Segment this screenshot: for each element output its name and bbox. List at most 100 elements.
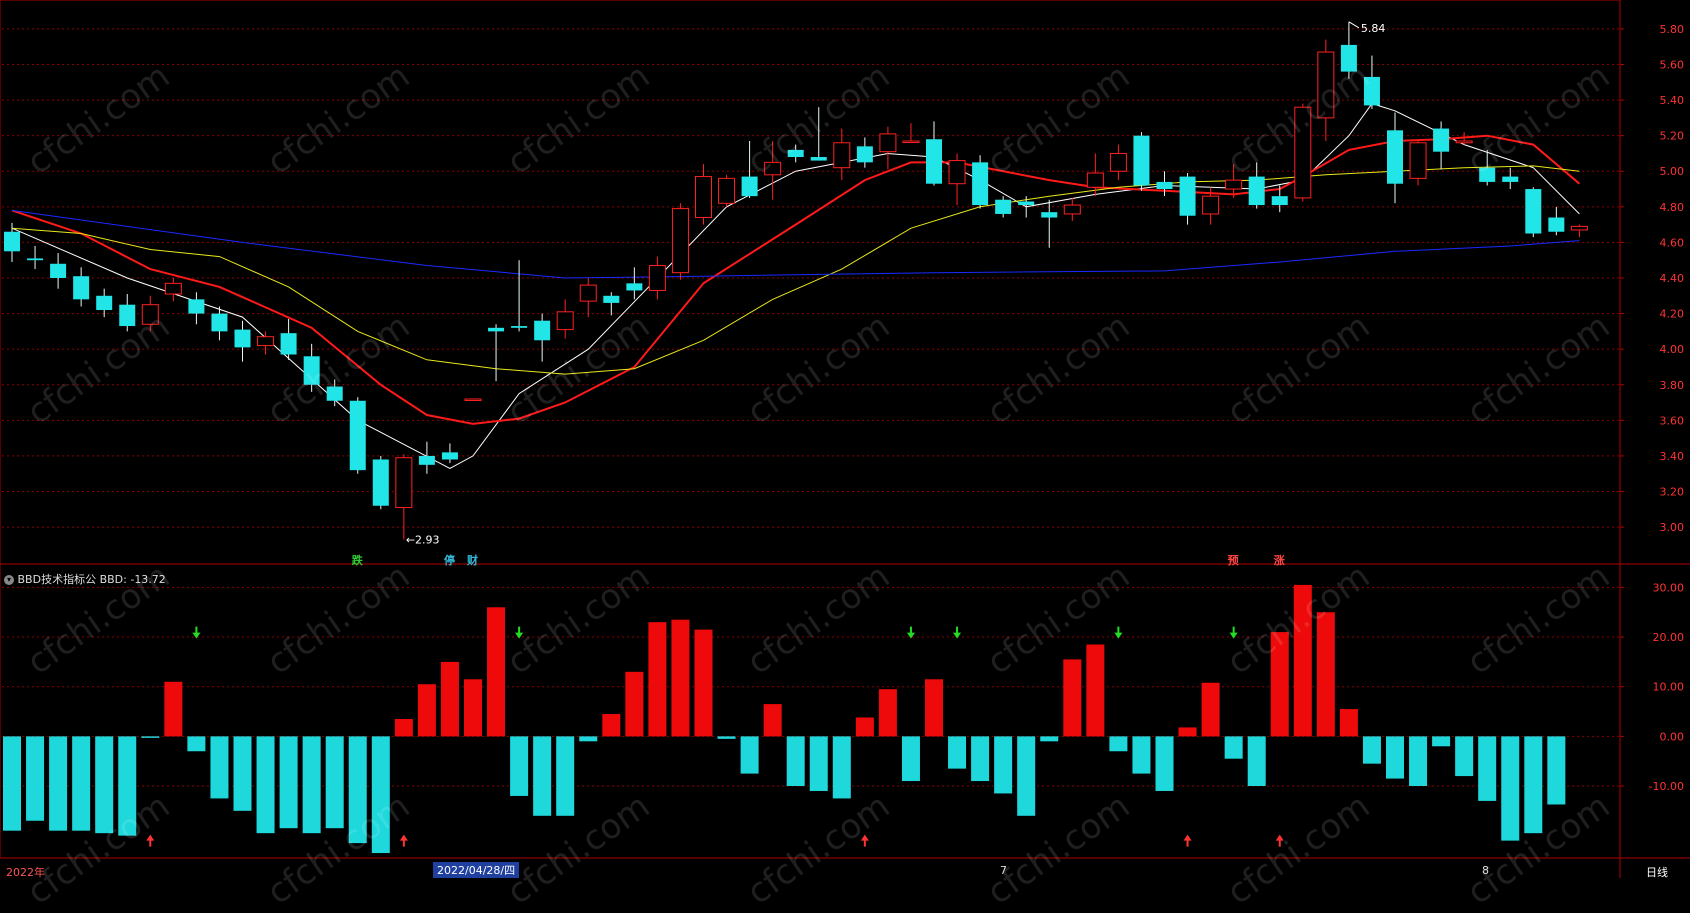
- candle-body-up: [695, 176, 712, 219]
- candle-body-up: [1202, 195, 1220, 215]
- candle-body-down: [441, 452, 458, 460]
- indicator-bar: [371, 736, 390, 854]
- indicator-bar: [1362, 736, 1381, 764]
- indicator-bar: [925, 679, 943, 737]
- up-arrow: [1183, 834, 1192, 847]
- indicator-bar: [1178, 727, 1197, 737]
- indicator-bar: [49, 736, 68, 831]
- candle-body-down: [810, 157, 827, 161]
- price-tick-label: 5.00: [1660, 165, 1685, 178]
- indicator-bar: [1524, 736, 1543, 834]
- indicator-bar: [671, 619, 690, 737]
- indicator-bar: [1409, 736, 1428, 787]
- candle-body-up: [1086, 172, 1104, 188]
- candle-body-down: [741, 176, 758, 197]
- indicator-title: ▾ BBD技术指标公 BBD: -13.72: [4, 571, 166, 587]
- indicator-bar: [464, 679, 482, 737]
- ma-line-1: [11, 134, 1581, 425]
- candle-body-down: [211, 313, 228, 332]
- indicator-bar: [487, 607, 506, 737]
- candle-body-down: [280, 333, 297, 355]
- candle-body-down: [1248, 176, 1265, 206]
- candle-body-down: [27, 258, 44, 261]
- candle-body-up: [1570, 225, 1588, 231]
- indicator-bar: [279, 736, 298, 829]
- candle-body-up: [648, 265, 666, 291]
- indicator-bar: [3, 736, 21, 831]
- indicator-bar: [256, 736, 275, 834]
- indicator-bar: [164, 681, 183, 737]
- candle-body-down: [50, 263, 67, 278]
- indicator-bar: [809, 736, 828, 791]
- period-label[interactable]: 日线: [1646, 866, 1668, 879]
- down-arrow: [906, 626, 915, 639]
- indicator-bar: [233, 736, 252, 811]
- candle-body-down: [534, 320, 551, 341]
- candle-body-down: [418, 455, 435, 465]
- event-marker[interactable]: 涨: [1273, 554, 1285, 567]
- price-tick-label: 4.20: [1660, 308, 1685, 321]
- up-arrow: [1275, 834, 1284, 847]
- candle-body-down: [1548, 217, 1565, 232]
- indicator-bar: [786, 736, 805, 787]
- price-tick-label: 4.60: [1660, 236, 1685, 249]
- indicator-bar: [648, 622, 667, 737]
- candle-body-down: [511, 326, 528, 328]
- price-tick-label: 5.40: [1660, 94, 1685, 107]
- down-arrow: [192, 626, 201, 639]
- indicator-bar: [1132, 736, 1151, 774]
- candle-body-up: [718, 177, 736, 204]
- indicator-bar: [26, 736, 45, 821]
- candle-body-up: [1317, 51, 1335, 119]
- candle-body-up: [1294, 106, 1312, 199]
- indicator-bar: [1063, 659, 1082, 737]
- candle-body-up: [395, 457, 413, 509]
- indicator-bar: [717, 736, 736, 739]
- indicator-bar: [440, 661, 459, 737]
- candle-body-down: [1340, 44, 1357, 72]
- indicator-bar: [1501, 736, 1520, 841]
- collapse-icon[interactable]: ▾: [4, 575, 14, 585]
- indicator-bar: [417, 684, 436, 737]
- indicator-tick-label: 30.00: [1653, 581, 1685, 594]
- indicator-bar: [1086, 644, 1105, 737]
- event-marker[interactable]: 跌: [351, 554, 363, 567]
- candle-body-down: [626, 283, 643, 291]
- price-tick-label: 3.00: [1660, 521, 1685, 534]
- indicator-bar: [602, 714, 621, 737]
- candle-body-down: [972, 162, 989, 206]
- indicator-tick-label: -10.00: [1649, 780, 1684, 793]
- indicator-bar: [1109, 736, 1128, 752]
- event-marker[interactable]: 预: [1227, 554, 1239, 567]
- event-marker[interactable]: 财: [467, 554, 478, 567]
- indicator-tick-label: 0.00: [1660, 730, 1685, 743]
- price-tick-label: 3.60: [1660, 414, 1685, 427]
- indicator-bar: [302, 736, 321, 834]
- indicator-bar: [556, 736, 575, 816]
- high-pointer: [1348, 21, 1360, 29]
- event-marker[interactable]: 停: [443, 554, 455, 567]
- indicator-bar: [948, 736, 967, 769]
- indicator-bar: [141, 736, 160, 738]
- indicator-bar: [1293, 584, 1312, 737]
- indicator-bar: [832, 736, 851, 799]
- candle-body-up: [948, 160, 966, 185]
- indicator-bar: [510, 736, 529, 796]
- date-year: 2022年: [6, 866, 45, 879]
- high-label: 5.84: [1361, 22, 1386, 35]
- candle-body-down: [488, 327, 505, 332]
- indicator-bar: [971, 736, 990, 782]
- stock-chart[interactable]: 5.80 5.60 5.40 5.20 5.00 4.80 4.60 4.40 4.20 4.00…: [0, 0, 1690, 878]
- candle-body-down: [1525, 189, 1542, 234]
- down-arrow: [1114, 626, 1123, 639]
- candle-body-up: [257, 336, 275, 347]
- candle-body-down: [73, 276, 90, 300]
- indicator-bar: [1270, 632, 1289, 737]
- indicator-bar: [855, 717, 874, 737]
- candle-body-up: [671, 208, 689, 274]
- indicator-bar: [1201, 682, 1220, 737]
- candle-body-down: [856, 146, 873, 163]
- candle-body-down: [1502, 176, 1519, 182]
- candle-body-down: [1018, 201, 1035, 206]
- indicator-bar: [118, 736, 137, 836]
